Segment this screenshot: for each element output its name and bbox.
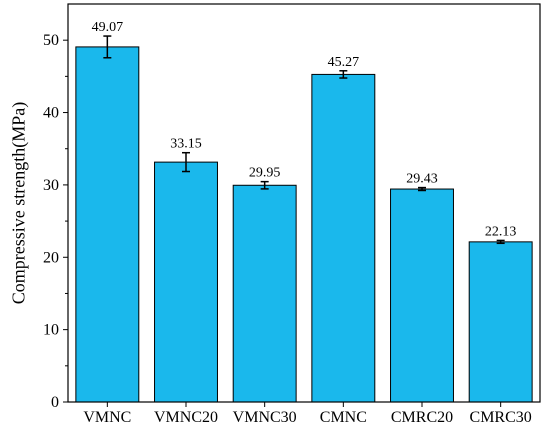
x-tick-label-cmrc30: CMRC30 (470, 409, 532, 426)
x-tick-label-vmnc20: VMNC20 (154, 409, 218, 426)
bar-vmnc30 (232, 184, 297, 403)
bar-cmrc20 (390, 188, 454, 403)
data-labels-group: 49.07 33.15 29.95 45.27 29.43 22.13 (92, 20, 517, 239)
bars-group (75, 46, 533, 403)
y-axis-title: Compressive strength(MPa) (8, 102, 29, 304)
bar-cmnc (311, 73, 376, 403)
plot-frame (67, 3, 541, 403)
axes-group: VMNC VMNC20 VMNC30 CMNC CMRC20 CMRC30 0 10 20 30 4… (43, 3, 541, 426)
x-tick-label-vmnc30: VMNC30 (233, 409, 297, 426)
data-label-vmnc: 49.07 (92, 20, 124, 35)
y-tick-label-0: 0 (51, 394, 59, 411)
bar-vmnc20 (154, 161, 218, 403)
error-bars-group (103, 35, 505, 245)
data-label-vmnc30: 29.95 (249, 166, 281, 181)
data-label-vmnc20: 33.15 (170, 137, 202, 152)
y-tick-label-50: 50 (43, 32, 59, 49)
y-tick-label-20: 20 (43, 249, 59, 266)
bar-cmrc30 (468, 241, 533, 403)
x-tick-label-vmnc: VMNC (83, 409, 131, 426)
data-label-cmrc30: 22.13 (485, 224, 517, 239)
bar-vmnc (75, 46, 140, 403)
y-tick-label-30: 30 (43, 177, 59, 194)
data-label-cmnc: 45.27 (328, 55, 360, 70)
y-tick-label-40: 40 (43, 105, 59, 122)
data-label-cmrc20: 29.43 (406, 172, 438, 187)
x-tick-label-cmnc: CMNC (320, 409, 367, 426)
x-tick-label-cmrc20: CMRC20 (391, 409, 453, 426)
y-tick-label-10: 10 (43, 322, 59, 339)
